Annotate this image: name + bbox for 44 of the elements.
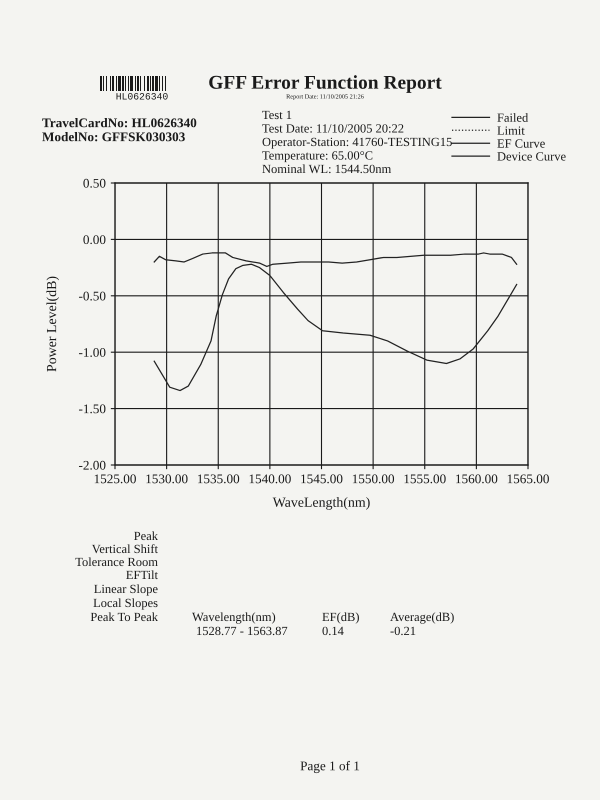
text: 0.14 <box>322 626 344 636</box>
x-tick-label: 1535.00 <box>198 474 240 484</box>
text: Peak <box>134 531 158 540</box>
x-axis-title: WaveLength(nm) <box>272 497 370 510</box>
x-tick-label: 1530.00 <box>146 474 188 484</box>
chart-title: GFF Error Function Report <box>209 75 442 93</box>
y-tick-label: 0.50 <box>83 178 106 188</box>
y-tick-label: -1.50 <box>78 404 106 414</box>
text: Test Date: 11/10/2005 20:22 <box>262 124 404 133</box>
text: Temperature: 65.00°C <box>262 151 372 162</box>
y-tick-label: 0.00 <box>83 235 106 244</box>
text: -0.21 <box>390 626 416 636</box>
text: Test 1 <box>262 110 292 120</box>
text: Operator-Station: 41760-TESTING15 <box>262 138 452 149</box>
y-tick-label: -1.00 <box>78 348 106 357</box>
x-tick-label: 1555.00 <box>404 474 446 484</box>
legend-label: Failed <box>497 113 528 122</box>
text: HL0626340 <box>116 93 168 100</box>
text: Peak To Peak <box>90 612 158 622</box>
legend-label: EF Curve <box>497 139 545 148</box>
text: 1528.77 - 1563.87 <box>197 626 288 636</box>
text: TravelCardNo: HL0626340 <box>42 118 196 128</box>
text: Wavelength(nm) <box>192 612 276 624</box>
text: Linear Slope <box>94 584 158 596</box>
text: Nominal WL: 1544.50nm <box>262 164 392 174</box>
text: Local Slopes <box>93 598 158 610</box>
y-axis-title: Power Level(dB) <box>46 276 60 372</box>
x-tick-label: 1540.00 <box>250 474 291 484</box>
legend-label: Limit <box>497 126 525 135</box>
text: Tolerance Room <box>75 557 158 566</box>
text: Page 1 of 1 <box>300 760 360 774</box>
x-tick-label: 1560.00 <box>456 474 498 484</box>
text: ModelNo: GFFSK030303 <box>42 132 185 142</box>
x-tick-label: 1525.00 <box>94 474 136 484</box>
text: Vertical Shift <box>92 544 158 554</box>
x-tick-label: 1545.00 <box>301 474 342 484</box>
text: EF(dB) <box>322 612 359 624</box>
text: Average(dB) <box>390 612 454 624</box>
x-tick-label: 1550.00 <box>352 474 394 484</box>
y-tick-label: -0.50 <box>78 292 106 301</box>
y-tick-label: -2.00 <box>78 460 106 470</box>
text: EFTilt <box>126 570 158 580</box>
legend-label: Device Curve <box>497 152 566 161</box>
x-tick-label: 1565.00 <box>508 474 549 484</box>
